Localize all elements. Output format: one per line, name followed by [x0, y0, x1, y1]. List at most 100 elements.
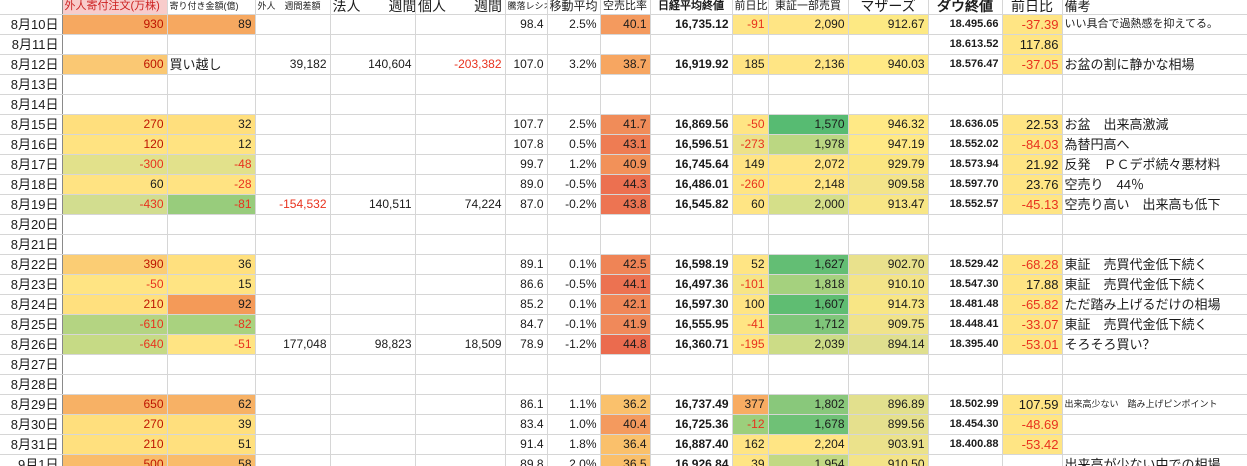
cell-N-4[interactable] [928, 94, 1003, 115]
cell-E-12[interactable] [330, 254, 416, 275]
cell-J-4[interactable] [650, 94, 733, 115]
cell-L-1[interactable] [768, 34, 849, 55]
cell-G-18[interactable] [505, 374, 548, 395]
cell-G-11[interactable] [505, 234, 548, 255]
cell-B-2[interactable]: 600 [62, 54, 168, 75]
cell-F-8[interactable] [415, 174, 506, 195]
cell-O-6[interactable]: -84.03 [1002, 134, 1063, 155]
cell-O-14[interactable]: -65.82 [1002, 294, 1063, 315]
cell-C-4[interactable] [167, 94, 256, 115]
cell-K-19[interactable]: 377 [732, 394, 769, 415]
cell-M-7[interactable]: 929.79 [848, 154, 929, 175]
cell-O-0[interactable]: -37.39 [1002, 14, 1063, 35]
cell-I-0[interactable]: 40.1 [600, 14, 651, 35]
cell-F-2[interactable]: -203,382 [415, 54, 506, 75]
cell-L-15[interactable]: 1,712 [768, 314, 849, 335]
cell-L-17[interactable] [768, 354, 849, 375]
cell-L-7[interactable]: 2,072 [768, 154, 849, 175]
header-J[interactable]: 日経平均終値 [650, 0, 733, 15]
cell-F-11[interactable] [415, 234, 506, 255]
cell-L-12[interactable]: 1,627 [768, 254, 849, 275]
cell-D-22[interactable] [255, 454, 331, 466]
cell-D-8[interactable] [255, 174, 331, 195]
cell-H-7[interactable]: 1.2% [547, 154, 601, 175]
cell-C-16[interactable]: -51 [167, 334, 256, 355]
header-F[interactable]: 個人 週間 [415, 0, 506, 15]
cell-D-7[interactable] [255, 154, 331, 175]
cell-M-5[interactable]: 946.32 [848, 114, 929, 135]
cell-M-14[interactable]: 914.73 [848, 294, 929, 315]
cell-H-1[interactable] [547, 34, 601, 55]
cell-G-0[interactable]: 98.4 [505, 14, 548, 35]
cell-M-20[interactable]: 899.56 [848, 414, 929, 435]
cell-M-13[interactable]: 910.10 [848, 274, 929, 295]
cell-D-4[interactable] [255, 94, 331, 115]
cell-D-1[interactable] [255, 34, 331, 55]
cell-I-6[interactable]: 43.1 [600, 134, 651, 155]
cell-M-8[interactable]: 909.58 [848, 174, 929, 195]
cell-J-18[interactable] [650, 374, 733, 395]
cell-K-10[interactable] [732, 214, 769, 235]
cell-O-12[interactable]: -68.28 [1002, 254, 1063, 275]
cell-H-3[interactable] [547, 74, 601, 95]
cell-K-5[interactable]: -50 [732, 114, 769, 135]
cell-O-20[interactable]: -48.69 [1002, 414, 1063, 435]
row-date-5[interactable]: 8月15日 [0, 114, 63, 135]
cell-M-10[interactable] [848, 214, 929, 235]
cell-G-7[interactable]: 99.7 [505, 154, 548, 175]
cell-G-13[interactable]: 86.6 [505, 274, 548, 295]
row-date-7[interactable]: 8月17日 [0, 154, 63, 175]
cell-C-18[interactable] [167, 374, 256, 395]
cell-C-0[interactable]: 89 [167, 14, 256, 35]
cell-B-14[interactable]: 210 [62, 294, 168, 315]
cell-K-18[interactable] [732, 374, 769, 395]
cell-I-11[interactable] [600, 234, 651, 255]
cell-D-18[interactable] [255, 374, 331, 395]
cell-I-8[interactable]: 44.3 [600, 174, 651, 195]
cell-H-19[interactable]: 1.1% [547, 394, 601, 415]
cell-G-9[interactable]: 87.0 [505, 194, 548, 215]
cell-C-1[interactable] [167, 34, 256, 55]
cell-P-16[interactable]: そろそろ買い？ [1062, 334, 1247, 355]
cell-P-13[interactable]: 東証 売買代金低下続く [1062, 274, 1247, 295]
cell-B-7[interactable]: -300 [62, 154, 168, 175]
cell-K-20[interactable]: -12 [732, 414, 769, 435]
cell-H-0[interactable]: 2.5% [547, 14, 601, 35]
cell-M-4[interactable] [848, 94, 929, 115]
cell-I-20[interactable]: 40.4 [600, 414, 651, 435]
cell-O-3[interactable] [1002, 74, 1063, 95]
cell-J-10[interactable] [650, 214, 733, 235]
cell-D-16[interactable]: 177,048 [255, 334, 331, 355]
cell-C-14[interactable]: 92 [167, 294, 256, 315]
cell-I-1[interactable] [600, 34, 651, 55]
cell-C-21[interactable]: 51 [167, 434, 256, 455]
row-date-13[interactable]: 8月23日 [0, 274, 63, 295]
cell-F-12[interactable] [415, 254, 506, 275]
cell-J-19[interactable]: 16,737.49 [650, 394, 733, 415]
cell-F-20[interactable] [415, 414, 506, 435]
cell-D-2[interactable]: 39,182 [255, 54, 331, 75]
cell-I-5[interactable]: 41.7 [600, 114, 651, 135]
cell-G-22[interactable]: 89.8 [505, 454, 548, 466]
cell-H-18[interactable] [547, 374, 601, 395]
cell-F-19[interactable] [415, 394, 506, 415]
cell-N-7[interactable]: 18.573.94 [928, 154, 1003, 175]
cell-F-6[interactable] [415, 134, 506, 155]
cell-D-10[interactable] [255, 214, 331, 235]
cell-M-16[interactable]: 894.14 [848, 334, 929, 355]
cell-H-12[interactable]: 0.1% [547, 254, 601, 275]
cell-H-11[interactable] [547, 234, 601, 255]
cell-P-18[interactable] [1062, 374, 1247, 395]
cell-C-6[interactable]: 12 [167, 134, 256, 155]
cell-O-2[interactable]: -37.05 [1002, 54, 1063, 75]
cell-K-14[interactable]: 100 [732, 294, 769, 315]
cell-O-9[interactable]: -45.13 [1002, 194, 1063, 215]
cell-B-3[interactable] [62, 74, 168, 95]
cell-E-10[interactable] [330, 214, 416, 235]
cell-B-10[interactable] [62, 214, 168, 235]
cell-C-17[interactable] [167, 354, 256, 375]
cell-O-15[interactable]: -33.07 [1002, 314, 1063, 335]
cell-F-14[interactable] [415, 294, 506, 315]
row-date-3[interactable]: 8月13日 [0, 74, 63, 95]
cell-L-10[interactable] [768, 214, 849, 235]
